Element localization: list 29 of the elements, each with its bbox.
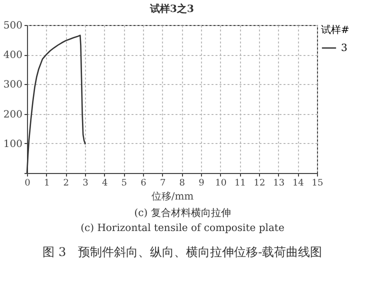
x-axis-title: 位移/mm (151, 190, 194, 202)
x-tick-label: 11 (234, 178, 246, 188)
x-tick-label: 4 (102, 178, 108, 188)
x-tick-label: 6 (140, 178, 147, 188)
chart-title: 试样3之3 (149, 3, 194, 15)
y-tick-label: 200 (3, 109, 22, 120)
legend-title: 试样# (321, 24, 350, 36)
legend-label: 3 (341, 43, 348, 54)
x-tick-label: 5 (121, 178, 128, 188)
text: (c) 复合材料横向拉伸 (133, 206, 232, 220)
x-tick-label: 2 (63, 178, 70, 188)
x-tick-label: 7 (160, 178, 166, 188)
x-tick-label: 9 (198, 178, 205, 188)
x-tick-label: 0 (24, 178, 31, 188)
x-tick-label: 3 (82, 178, 89, 188)
x-tick-label: 10 (215, 178, 227, 188)
text: (c) Horizontal tensile of composite plate (80, 223, 286, 234)
x-tick-label: 15 (312, 178, 324, 188)
x-tick-label: 13 (273, 178, 285, 188)
line-series (26, 34, 86, 174)
x-tick-label: 12 (254, 178, 266, 188)
y-tick-label: 500 (3, 20, 22, 32)
x-tick-label: 8 (179, 178, 186, 188)
y-tick-label: 400 (3, 50, 22, 62)
y-tick-label: 100 (3, 138, 22, 150)
caption: 图 3 预制件斜向、纵向、横向拉伸位移-载荷曲线图 (42, 244, 324, 261)
x-tick-label: 14 (292, 178, 304, 188)
x-tick-label: 1 (44, 178, 50, 188)
y-tick-label: 300 (3, 80, 22, 91)
